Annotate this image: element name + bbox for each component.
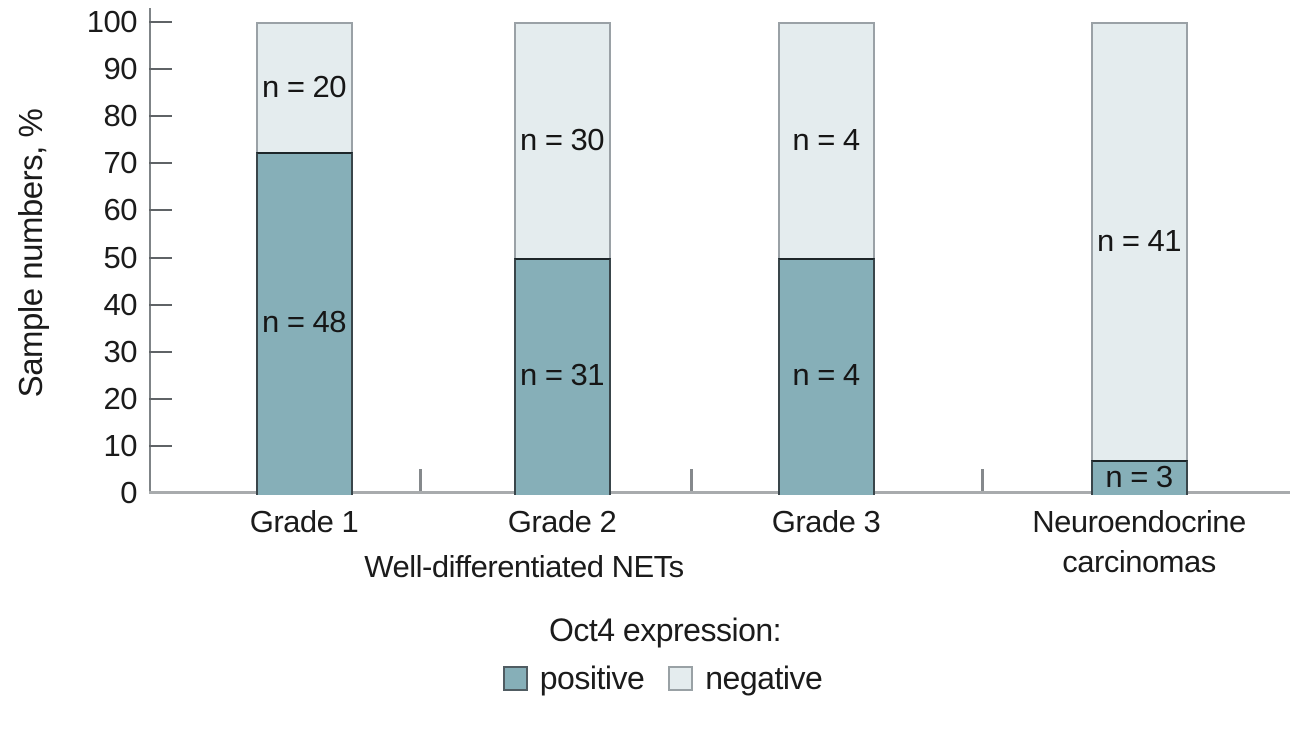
bar-label-negative: n = 41 [1096, 223, 1182, 258]
legend-label-positive: positive [539, 660, 645, 696]
legend-item-negative: negative [668, 660, 823, 697]
legend-swatch-negative [668, 666, 694, 691]
y-tick-label-30: 30 [103, 333, 138, 369]
y-tick-40 [149, 303, 172, 306]
y-tick-label-60: 60 [103, 192, 138, 228]
y-tick-50 [149, 256, 172, 259]
y-tick-100 [149, 21, 172, 23]
legend-swatch-positive [502, 666, 528, 691]
y-tick-20 [149, 397, 172, 400]
bar-segment-positive [1090, 460, 1188, 495]
y-tick-label-100: 100 [86, 4, 138, 39]
category-label-1: Grade 1 [249, 504, 359, 539]
x-divider-tick-3 [981, 469, 984, 491]
y-tick-30 [149, 350, 172, 353]
x-axis-group-label: Well-differentiated NETs [364, 549, 684, 584]
bar-label-negative: n = 4 [792, 121, 860, 157]
legend: positive negative [0, 660, 1301, 697]
bar-label-negative: n = 20 [261, 68, 347, 104]
y-tick-label-0: 0 [120, 475, 137, 510]
y-tick-label-80: 80 [103, 98, 138, 134]
x-axis-line [149, 491, 1290, 494]
bar-label-negative: n = 30 [519, 121, 605, 157]
legend-title: Oct4 expression: [548, 612, 782, 648]
x-divider-tick-1 [419, 469, 422, 491]
y-tick-label-90: 90 [103, 51, 138, 87]
y-tick-60 [149, 209, 172, 212]
bar-segment-negative [777, 22, 875, 258]
bar-segment-negative [1090, 22, 1188, 461]
bar-segment-positive [513, 257, 611, 495]
bar-label-positive: n = 48 [261, 304, 347, 340]
y-tick-label-10: 10 [103, 427, 138, 463]
y-tick-70 [149, 162, 172, 165]
y-axis-line [149, 8, 151, 493]
x-divider-tick-2 [690, 469, 693, 491]
bar-label-positive: n = 3 [1105, 458, 1173, 494]
y-tick-label-20: 20 [103, 380, 138, 416]
category-label-3: Grade 3 [771, 504, 881, 539]
y-tick-10 [149, 444, 172, 447]
bar-segment-positive [255, 151, 353, 495]
y-tick-label-70: 70 [103, 145, 138, 181]
bar-segment-negative [255, 22, 353, 152]
y-tick-label-40: 40 [103, 286, 138, 322]
y-tick-90 [149, 68, 172, 71]
bar-segment-negative [513, 22, 611, 258]
category-label-2: Grade 2 [507, 504, 617, 539]
bar-label-positive: n = 4 [792, 357, 860, 393]
bar-segment-positive [777, 257, 875, 495]
y-tick-label-50: 50 [103, 239, 138, 275]
y-tick-80 [149, 115, 172, 118]
category-label-4: Neuroendocrine carcinomas [1032, 504, 1246, 579]
legend-label-negative: negative [705, 660, 823, 696]
legend-item-positive: positive [502, 660, 645, 697]
bar-label-positive: n = 31 [519, 357, 605, 393]
